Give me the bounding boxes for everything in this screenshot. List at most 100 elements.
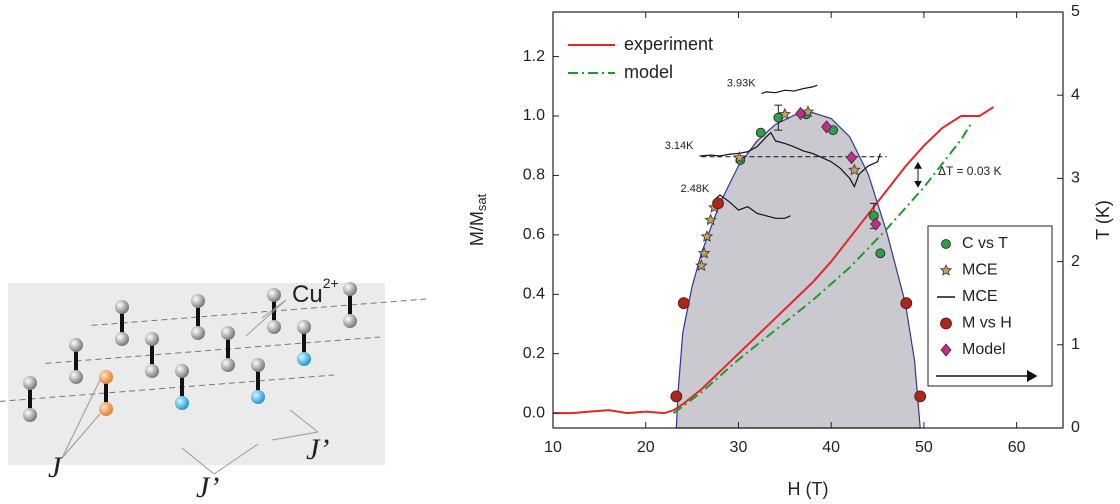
- cu-ion: [115, 332, 129, 346]
- mce-trace: [761, 84, 818, 95]
- marker-ball: [940, 317, 952, 330]
- cu-ion: [69, 338, 83, 352]
- y2-axis-title: T (K): [1093, 200, 1113, 240]
- marker-ball: [900, 297, 913, 310]
- marker-diamond: [821, 120, 833, 134]
- delta-label: ΔT = 0.03 K: [938, 164, 1002, 178]
- lattice-line: [91, 298, 427, 326]
- ion-symbol: Cu: [292, 281, 323, 308]
- y-tick-label: 0.2: [523, 345, 545, 362]
- x-tick-label: 50: [915, 439, 933, 456]
- y2-tick-label: 5: [1071, 3, 1080, 20]
- y-tick-label: 0.0: [523, 404, 545, 421]
- cu-ion: [343, 314, 357, 328]
- pointer-line: [289, 409, 319, 433]
- legend-label: experiment: [624, 34, 713, 54]
- cu-ion: [251, 358, 265, 372]
- y-axis-title-main: M/M: [467, 211, 487, 246]
- legend-label: M vs H: [962, 315, 1012, 332]
- y2-tick-label: 0: [1071, 419, 1080, 436]
- coupling-label: J’: [196, 471, 219, 504]
- marker-star: [848, 163, 861, 176]
- marker-diamond: [870, 217, 882, 231]
- mce-trace: [714, 194, 791, 219]
- marker-circle: [941, 239, 951, 249]
- cu-ion: [175, 364, 189, 378]
- pointer-line: [181, 447, 215, 475]
- marker-ball: [670, 390, 683, 403]
- x-axis-title: H (T): [788, 479, 829, 499]
- legend-label: MCE: [962, 262, 998, 279]
- legend-label: MCE: [962, 288, 998, 305]
- y-tick-label: 0.8: [523, 167, 545, 184]
- cu-ion: [145, 332, 159, 346]
- cu-ion: [267, 288, 281, 302]
- marker-ball: [712, 197, 724, 210]
- trace-label: 2.48K: [681, 183, 710, 195]
- y-tick-label: 0.6: [523, 226, 545, 243]
- pointer-line: [61, 413, 101, 459]
- marker-star: [704, 213, 717, 226]
- legend-box: [927, 225, 1053, 387]
- x-tick-label: 30: [730, 439, 748, 456]
- coupling-label: J’: [306, 433, 329, 466]
- cu-ion: [221, 358, 235, 372]
- cu-ion: [175, 396, 189, 410]
- marker-star: [939, 263, 953, 276]
- ion-charge: 2+: [323, 275, 339, 291]
- coupling-label: J: [48, 451, 63, 484]
- cu-ion: [297, 320, 311, 334]
- marker-star: [700, 230, 714, 242]
- legend-label: model: [624, 62, 673, 82]
- cu-ion: [297, 352, 311, 366]
- x-tick-label: 60: [1008, 439, 1026, 456]
- marker-circle: [868, 210, 879, 221]
- cu-ion: [191, 326, 205, 340]
- lattice-line: [0, 374, 335, 402]
- mce-trace: [699, 131, 881, 189]
- cu-ion: [145, 364, 159, 378]
- line-series: [672, 124, 972, 414]
- pointer-line: [213, 443, 259, 475]
- cu-ion: [267, 320, 281, 334]
- trace-label: 3.93K: [727, 77, 756, 89]
- x-tick-label: 20: [637, 439, 655, 456]
- cu-ion: [23, 408, 37, 422]
- marker-diamond: [795, 106, 807, 121]
- marker-ball: [914, 390, 927, 403]
- y2-tick-label: 2: [1071, 253, 1080, 270]
- legend-label: C vs T: [962, 235, 1008, 252]
- pointer-line: [271, 431, 319, 441]
- y2-tick-label: 1: [1071, 336, 1080, 353]
- lattice-line: [45, 336, 381, 364]
- cu-ion: [191, 294, 205, 308]
- cu-ion: [23, 376, 37, 390]
- marker-diamond: [846, 150, 858, 165]
- line-series: [553, 106, 994, 415]
- plot-frame: [552, 11, 1064, 429]
- marker-star: [695, 259, 708, 272]
- cu-ion: [99, 402, 113, 416]
- y-tick-label: 1.2: [523, 48, 545, 65]
- legend-label: Model: [962, 341, 1006, 358]
- cu-ion: [99, 370, 113, 384]
- marker-diamond: [940, 343, 952, 357]
- y2-tick-label: 4: [1071, 86, 1080, 103]
- cu-ion: [115, 300, 129, 314]
- x-tick-label: 10: [544, 439, 562, 456]
- marker-star: [697, 246, 711, 259]
- cu-ion: [221, 326, 235, 340]
- y2-tick-label: 3: [1071, 170, 1080, 187]
- y-axis-title: M/Msat: [467, 193, 490, 246]
- cu-ion: [251, 390, 265, 404]
- trace-label: 3.14K: [665, 140, 694, 152]
- cu-ion: [343, 282, 357, 296]
- marker-star: [733, 151, 746, 163]
- phase-boundary: [675, 112, 921, 429]
- marker-star: [778, 107, 792, 120]
- y-tick-label: 1.0: [523, 107, 545, 124]
- y-axis-title-sub: sat: [474, 193, 489, 211]
- pointer-line: [245, 299, 287, 337]
- pointer-line: [61, 379, 101, 459]
